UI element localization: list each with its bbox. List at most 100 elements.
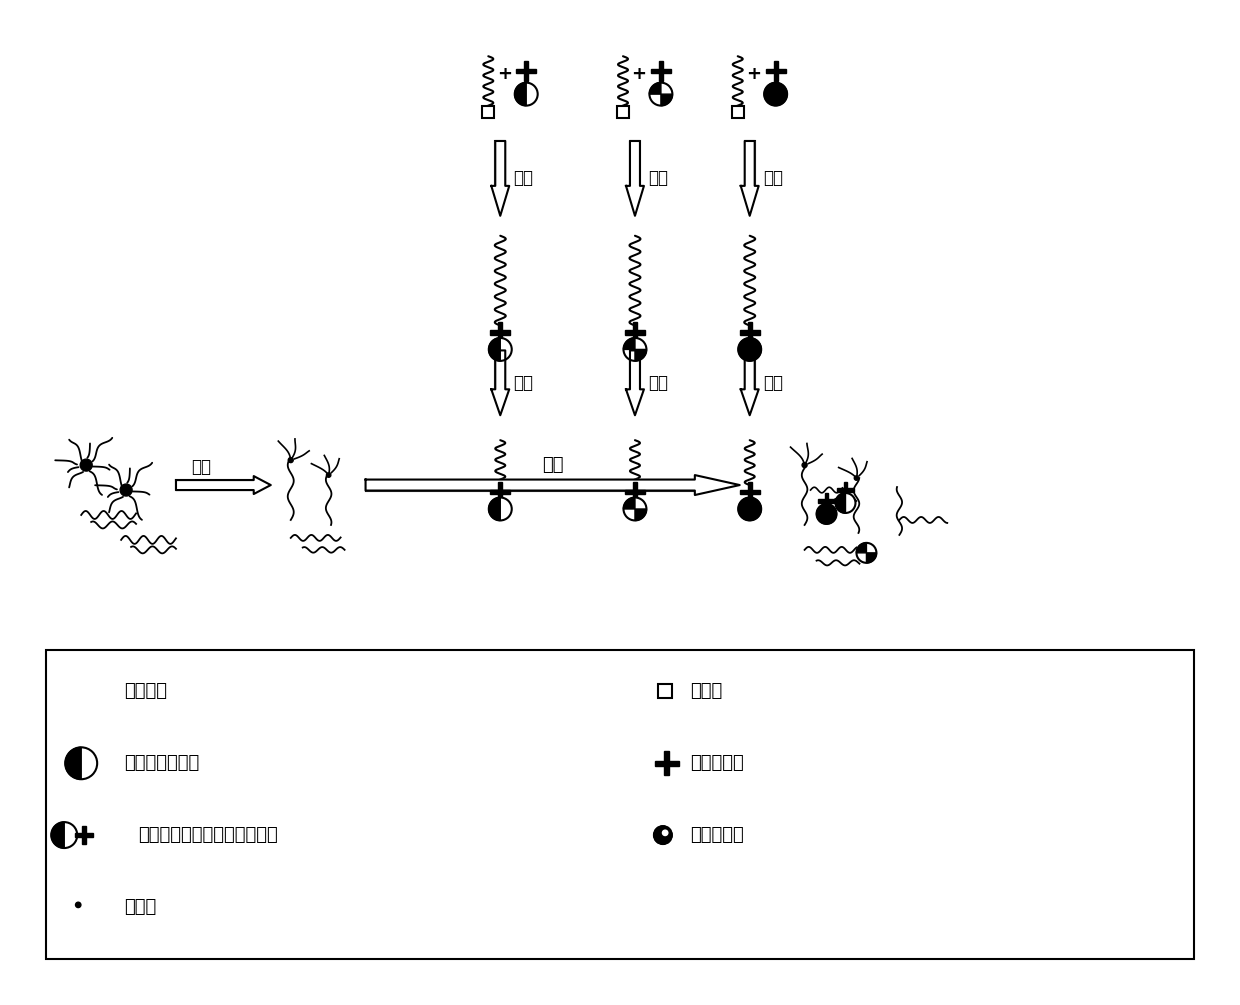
Bar (632, 482, 637, 502)
Bar (625, 489, 645, 494)
Text: +: + (497, 65, 512, 83)
Polygon shape (489, 338, 500, 361)
Polygon shape (626, 351, 644, 415)
Circle shape (662, 830, 668, 835)
Polygon shape (635, 509, 646, 521)
Bar (745, 351, 755, 389)
Bar (765, 69, 786, 73)
Polygon shape (738, 497, 761, 521)
Bar (366, 479, 694, 490)
Circle shape (624, 497, 646, 521)
Polygon shape (624, 497, 635, 509)
Text: 量子点组合微球: 量子点组合微球 (124, 755, 200, 772)
Polygon shape (661, 94, 672, 106)
Polygon shape (635, 350, 646, 361)
Polygon shape (176, 476, 270, 494)
Polygon shape (624, 338, 635, 350)
Bar (825, 492, 828, 510)
Bar (630, 141, 640, 186)
Polygon shape (51, 822, 64, 848)
Polygon shape (491, 141, 510, 216)
Text: 生物素: 生物素 (689, 682, 722, 700)
Polygon shape (738, 338, 761, 361)
Circle shape (653, 826, 672, 844)
Polygon shape (491, 351, 510, 415)
Bar (82, 826, 86, 844)
Circle shape (120, 484, 133, 496)
Bar (525, 61, 528, 81)
Bar (732, 106, 744, 119)
Text: 变性: 变性 (513, 374, 533, 392)
Bar (490, 489, 510, 494)
Polygon shape (366, 475, 740, 495)
Circle shape (66, 748, 97, 779)
Polygon shape (740, 351, 759, 415)
Circle shape (817, 504, 837, 524)
Bar (616, 106, 629, 119)
Text: 链霉亲和素: 链霉亲和素 (689, 755, 744, 772)
Bar (748, 482, 751, 502)
Bar (740, 489, 760, 494)
Circle shape (854, 476, 858, 480)
Circle shape (515, 82, 538, 106)
Text: 标记: 标记 (649, 170, 668, 187)
Bar (774, 61, 777, 81)
Bar (495, 351, 505, 389)
Circle shape (624, 338, 646, 361)
Text: 标记: 标记 (513, 170, 533, 187)
Text: 标记: 标记 (763, 170, 782, 187)
Polygon shape (836, 493, 846, 513)
Polygon shape (66, 748, 81, 779)
Bar (740, 331, 760, 335)
Bar (665, 752, 670, 775)
Bar (837, 488, 854, 491)
Circle shape (81, 459, 92, 471)
Circle shape (802, 462, 807, 467)
Polygon shape (857, 543, 867, 553)
Polygon shape (694, 475, 740, 495)
Polygon shape (626, 141, 644, 216)
Text: 变性: 变性 (191, 458, 211, 476)
Polygon shape (740, 141, 759, 216)
Circle shape (76, 902, 81, 908)
Circle shape (326, 473, 331, 477)
Bar (630, 351, 640, 389)
Text: 染色体: 染色体 (124, 897, 156, 916)
Circle shape (650, 82, 672, 106)
Circle shape (836, 493, 856, 513)
Bar (818, 499, 835, 502)
Bar (843, 481, 847, 498)
Polygon shape (489, 497, 500, 521)
Bar (516, 69, 536, 73)
Circle shape (288, 457, 293, 462)
Circle shape (489, 497, 512, 521)
Circle shape (857, 543, 877, 563)
Polygon shape (817, 504, 837, 524)
Bar (498, 323, 502, 343)
Bar (658, 684, 672, 698)
Text: 杂交: 杂交 (542, 456, 563, 474)
Circle shape (738, 338, 761, 361)
Polygon shape (764, 82, 787, 106)
Bar (176, 480, 254, 490)
Bar (482, 106, 495, 119)
Circle shape (653, 826, 672, 844)
Bar (632, 323, 637, 343)
Polygon shape (515, 82, 526, 106)
Bar (745, 141, 755, 186)
Bar (625, 331, 645, 335)
Text: 变性: 变性 (763, 374, 782, 392)
Text: +: + (746, 65, 761, 83)
Bar (651, 69, 671, 73)
Bar (76, 833, 93, 837)
Polygon shape (867, 553, 877, 563)
Text: +: + (631, 65, 646, 83)
Circle shape (764, 82, 787, 106)
Bar (490, 331, 510, 335)
Circle shape (489, 338, 512, 361)
Bar (498, 482, 502, 502)
Bar (748, 323, 751, 343)
Polygon shape (254, 476, 270, 494)
Text: 量子点组合微球标记核酸探针: 量子点组合微球标记核酸探针 (138, 826, 278, 844)
Text: 核酸探针: 核酸探针 (124, 682, 167, 700)
